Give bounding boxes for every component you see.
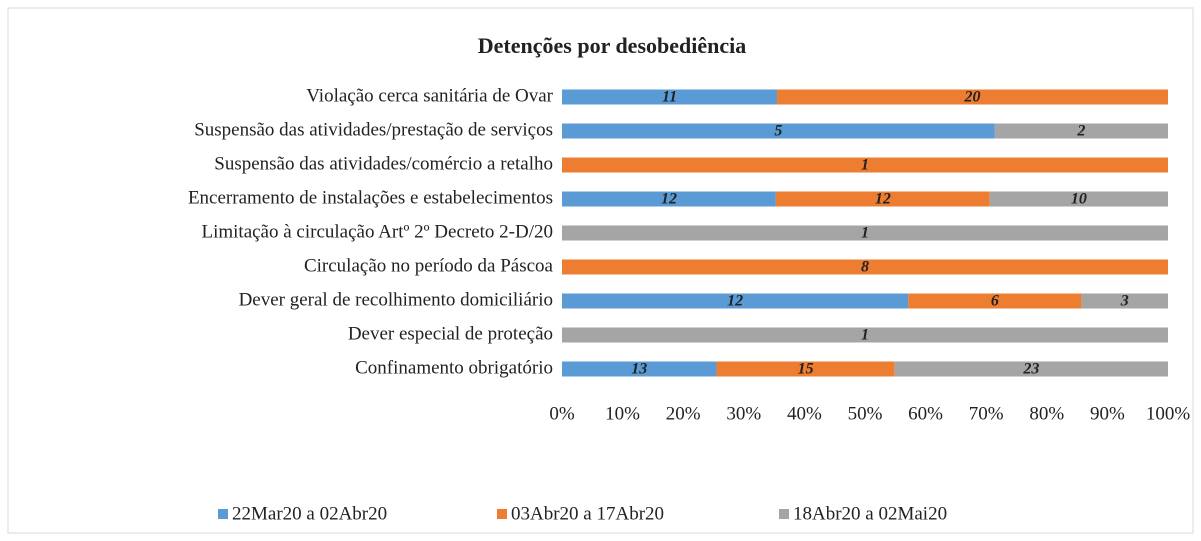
x-tick-label: 50% — [848, 403, 883, 424]
legend-swatch — [779, 509, 789, 519]
x-tick-label: 80% — [1029, 403, 1064, 424]
x-tick-label: 100% — [1146, 403, 1191, 424]
data-label: 11 — [662, 89, 677, 106]
bar-segment — [562, 89, 778, 105]
x-tick-label: 0% — [549, 403, 575, 424]
bar-segment — [562, 191, 776, 207]
bar-segment — [716, 361, 895, 377]
x-tick-label: 70% — [969, 403, 1004, 424]
x-tick-label: 40% — [787, 403, 822, 424]
bar-segment — [562, 327, 1168, 343]
legend-swatch — [497, 509, 507, 519]
y-tick-label: Confinamento obrigatório — [355, 357, 553, 378]
y-tick-label: Suspensão das atividades/comércio a reta… — [214, 153, 553, 174]
bar-segment — [894, 361, 1168, 377]
x-tick-label: 90% — [1090, 403, 1125, 424]
bar-segment — [775, 191, 990, 207]
bar-segment — [562, 293, 909, 309]
bar-segment — [562, 123, 995, 139]
data-label: 12 — [875, 191, 891, 208]
bar-segment — [777, 89, 1168, 105]
bar-segment — [1081, 293, 1168, 309]
data-label: 20 — [964, 89, 981, 106]
bar-segment — [562, 157, 1168, 173]
legend-label: 22Mar20 a 02Abr20 — [232, 503, 387, 524]
data-label: 13 — [631, 361, 647, 378]
data-label: 2 — [1076, 123, 1085, 140]
data-label: 23 — [1022, 361, 1039, 378]
bar-segment — [994, 123, 1168, 139]
bar-segment — [562, 225, 1168, 241]
data-label: 8 — [861, 259, 869, 276]
bar-segment — [562, 361, 717, 377]
data-label: 10 — [1071, 191, 1087, 208]
legend-label: 18Abr20 a 02Mai20 — [793, 503, 947, 524]
x-tick-label: 30% — [726, 403, 761, 424]
y-tick-label: Dever geral de recolhimento domiciliário — [239, 289, 553, 310]
bar-segment — [908, 293, 1082, 309]
x-tick-label: 10% — [605, 403, 640, 424]
y-tick-label: Violação cerca sanitária de Ovar — [306, 85, 553, 106]
y-tick-label: Dever especial de proteção — [348, 323, 553, 344]
legend-swatch — [218, 509, 228, 519]
data-label: 1 — [861, 225, 869, 242]
y-tick-label: Encerramento de instalações e estabeleci… — [188, 187, 553, 208]
data-label: 1 — [861, 157, 869, 174]
x-tick-label: 60% — [908, 403, 943, 424]
data-label: 12 — [661, 191, 677, 208]
y-tick-label: Suspensão das atividades/prestação de se… — [194, 119, 553, 140]
y-tick-label: Circulação no período da Páscoa — [304, 255, 554, 276]
data-label: 5 — [774, 123, 782, 140]
data-label: 3 — [1120, 293, 1129, 310]
chart-title: Detenções por desobediência — [478, 33, 746, 58]
data-label: 1 — [861, 327, 869, 344]
data-label: 15 — [798, 361, 814, 378]
bar-segment — [989, 191, 1168, 207]
y-tick-label: Limitação à circulação Artº 2º Decreto 2… — [201, 221, 553, 242]
bar-segment — [562, 259, 1168, 275]
x-tick-label: 20% — [666, 403, 701, 424]
data-label: 6 — [991, 293, 999, 310]
data-label: 12 — [727, 293, 743, 310]
legend-label: 03Abr20 a 17Abr20 — [511, 503, 664, 524]
